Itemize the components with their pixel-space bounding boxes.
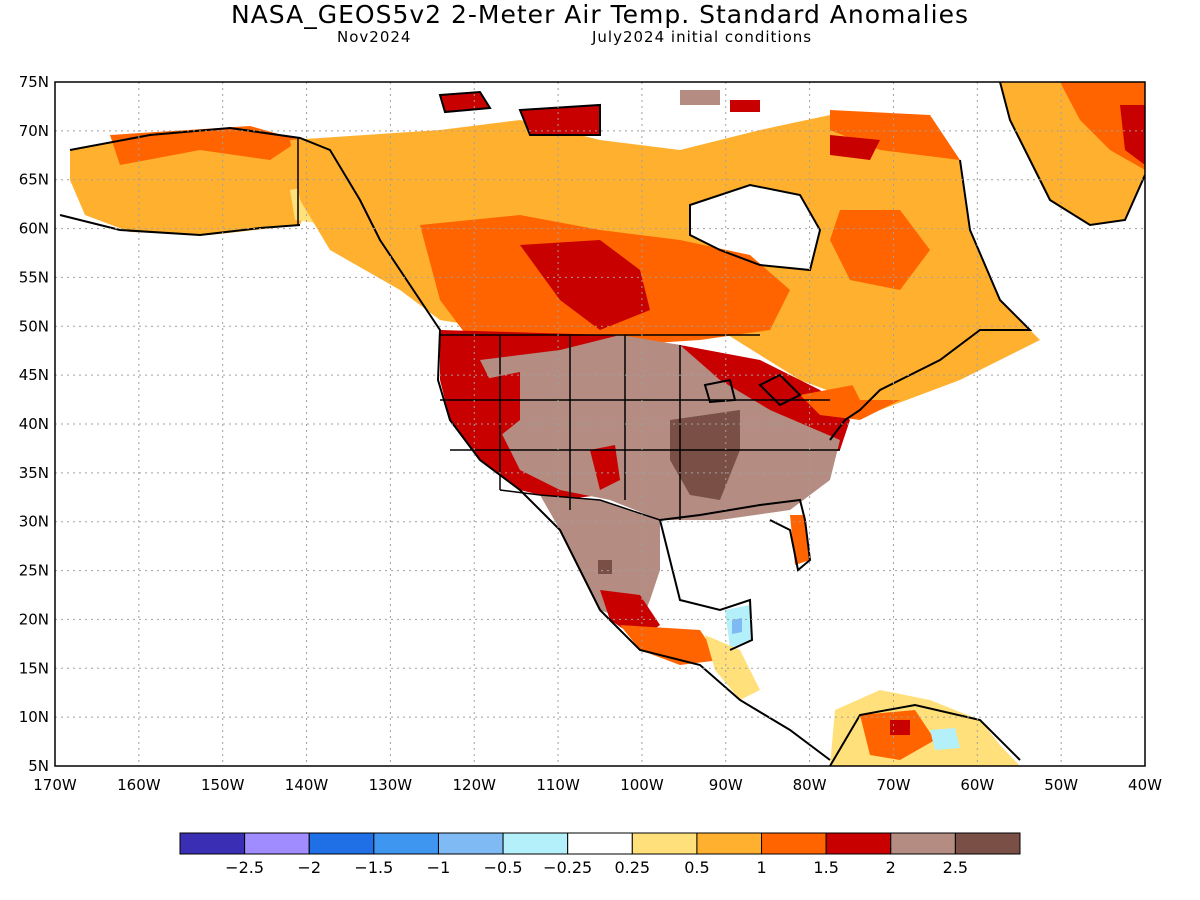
latitude-label: 70N xyxy=(19,122,49,140)
colorbar-swatch xyxy=(890,832,956,855)
latitude-label: 15N xyxy=(19,659,49,677)
colorbar-label: 0.5 xyxy=(684,858,709,877)
latitude-label: 25N xyxy=(19,562,49,580)
colorbar-swatch xyxy=(696,832,763,855)
colorbar-swatch xyxy=(502,832,569,855)
latitude-label: 5N xyxy=(28,757,49,775)
colorbar-swatch xyxy=(437,832,504,855)
colorbar-swatch xyxy=(954,832,1021,855)
colorbar-swatch xyxy=(825,832,892,855)
colorbar-label: 2 xyxy=(886,858,896,877)
longitude-label: 150W xyxy=(201,776,245,794)
map-frame xyxy=(54,81,1146,767)
colorbar-label: 1.5 xyxy=(813,858,838,877)
colorbar-label: 0.25 xyxy=(614,858,650,877)
map-title: NASA_GEOS5v2 2-Meter Air Temp. Standard … xyxy=(231,0,969,29)
latitude-label: 40N xyxy=(19,415,49,433)
colorbar-swatch xyxy=(373,832,439,855)
longitude-label: 100W xyxy=(620,776,664,794)
latitude-labels: 75N 70N 65N 60N 55N 50N 45N 40N 35N 30N 25N 20N 15N 1… xyxy=(19,73,49,775)
colorbar-label: −2.5 xyxy=(225,858,264,877)
longitude-label: 60W xyxy=(960,776,994,794)
colorbar-label: 1 xyxy=(756,858,766,877)
longitude-label: 80W xyxy=(793,776,827,794)
latitude-label: 30N xyxy=(19,513,49,531)
longitude-label: 160W xyxy=(117,776,161,794)
latitude-label: 45N xyxy=(19,366,49,384)
colorbar: −2.5 −2 −1.5 −1 −0.5 −0.25 0.25 0.5 1 1.5 2 2.5 xyxy=(179,832,1021,877)
colorbar-label: −1.5 xyxy=(354,858,393,877)
colorbar-label: −0.25 xyxy=(543,858,592,877)
colorbar-label: −2 xyxy=(297,858,321,877)
longitude-label: 130W xyxy=(369,776,413,794)
latitude-label: 20N xyxy=(19,610,49,628)
latitude-label: 35N xyxy=(19,464,49,482)
graticule xyxy=(55,82,1145,766)
longitude-label: 90W xyxy=(709,776,743,794)
longitude-labels: 170W 160W 150W 140W 130W 120W 110W 100W 90W 80W 70… xyxy=(33,776,1162,794)
latitude-label: 50N xyxy=(19,317,49,335)
longitude-label: 70W xyxy=(877,776,911,794)
colorbar-label: −1 xyxy=(427,858,451,877)
latitude-label: 55N xyxy=(19,268,49,286)
latitude-label: 60N xyxy=(19,220,49,238)
longitude-label: 140W xyxy=(285,776,329,794)
forecast-month: Nov2024 xyxy=(337,28,412,46)
colorbar-label: −0.5 xyxy=(484,858,523,877)
colorbar-swatch xyxy=(631,832,698,855)
colorbar-swatch xyxy=(244,832,310,855)
colorbar-swatch xyxy=(761,832,827,855)
latitude-label: 75N xyxy=(19,73,49,91)
longitude-label: 50W xyxy=(1044,776,1078,794)
colorbar-swatch xyxy=(179,832,246,855)
longitude-label: 40W xyxy=(1128,776,1162,794)
longitude-label: 170W xyxy=(33,776,77,794)
anomaly-fill-layer xyxy=(70,82,1145,766)
longitude-label: 120W xyxy=(452,776,496,794)
colorbar-label: 2.5 xyxy=(943,858,968,877)
latitude-label: 65N xyxy=(19,171,49,189)
colorbar-swatch xyxy=(308,832,375,855)
colorbar-swatch xyxy=(567,832,633,855)
longitude-label: 110W xyxy=(536,776,580,794)
latitude-label: 10N xyxy=(19,708,49,726)
initial-conditions: July2024 initial conditions xyxy=(592,28,813,46)
